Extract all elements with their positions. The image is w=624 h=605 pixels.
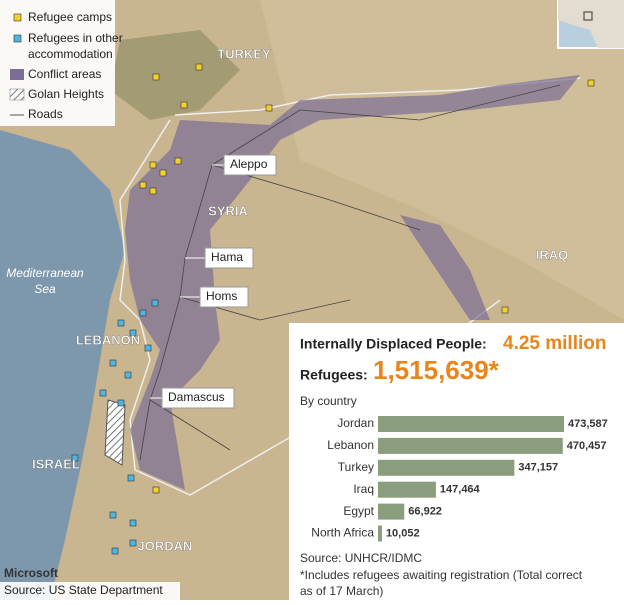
- city-label: Homs: [206, 289, 237, 303]
- category-label: North Africa: [311, 526, 374, 540]
- country-label: TURKEY: [217, 46, 271, 61]
- category-label: Lebanon: [327, 438, 374, 452]
- chart-note: as of 17 March): [300, 584, 383, 598]
- country-label: ISRAEL: [32, 456, 80, 471]
- legend-label: Refugees in other: [28, 31, 123, 45]
- chart-source: Source: UNHCR/IDMC: [300, 551, 422, 565]
- mountains: [110, 30, 240, 120]
- idp-label: Internally Displaced People:: [300, 336, 487, 352]
- refugees-value: 1,515,639*: [373, 355, 500, 385]
- legend-label: Golan Heights: [28, 87, 104, 101]
- city: Hama: [185, 247, 254, 269]
- legend-label: Refugee camps: [28, 10, 112, 24]
- refugee-camps: [139, 63, 595, 494]
- refugees-label: Refugees:: [300, 367, 368, 383]
- map-source: Source: US State Department: [4, 583, 163, 597]
- land-shade: [260, 0, 624, 320]
- legend-label: accommodation: [28, 47, 113, 61]
- country-label: IRAQ: [536, 247, 569, 262]
- bar: [378, 459, 515, 476]
- legend-label: Roads: [28, 107, 63, 121]
- conflict-area: [400, 215, 490, 320]
- country-label: SYRIA: [208, 203, 248, 218]
- bar: [378, 416, 564, 432]
- value-label: 470,457: [567, 440, 607, 452]
- sea-label: Mediterranean: [6, 266, 84, 280]
- chart-note: *Includes refugees awaiting registration…: [300, 568, 583, 582]
- city: Aleppo: [212, 154, 277, 176]
- country-label: JORDAN: [138, 538, 193, 553]
- city-label: Damascus: [168, 390, 225, 404]
- value-label: 66,922: [408, 506, 442, 518]
- category-label: Turkey: [338, 460, 374, 474]
- chart-subtitle: By country: [300, 394, 357, 408]
- category-label: Egypt: [343, 504, 374, 518]
- bar: [378, 481, 436, 498]
- value-label: 10,052: [386, 527, 420, 539]
- city: Damascus: [150, 387, 235, 409]
- legend: Refugee camps Refugees in other accommod…: [0, 0, 123, 126]
- conflict-area: [125, 75, 580, 490]
- roads: [139, 84, 561, 461]
- sea: [0, 130, 125, 600]
- value-label: 347,157: [518, 462, 558, 474]
- map-provider: Microsoft: [4, 566, 58, 580]
- golan-heights: [104, 399, 126, 466]
- city-label: Aleppo: [230, 157, 268, 171]
- city: Homs: [180, 286, 249, 308]
- legend-label: Conflict areas: [28, 67, 101, 81]
- idp-value: 4.25 million: [503, 333, 606, 354]
- refugee-accommodation: [71, 299, 159, 555]
- inset-map: [557, 0, 624, 49]
- value-label: 473,587: [568, 418, 608, 430]
- country-label: LEBANON: [76, 332, 140, 347]
- bar: [378, 437, 563, 454]
- sea-label: Sea: [34, 282, 56, 296]
- source-box: [0, 582, 180, 600]
- value-label: 147,464: [440, 484, 481, 496]
- category-label: Iraq: [353, 482, 374, 496]
- city-label: Hama: [211, 250, 243, 264]
- bar: [378, 525, 382, 542]
- category-label: Jordan: [337, 416, 374, 430]
- bar: [378, 503, 405, 520]
